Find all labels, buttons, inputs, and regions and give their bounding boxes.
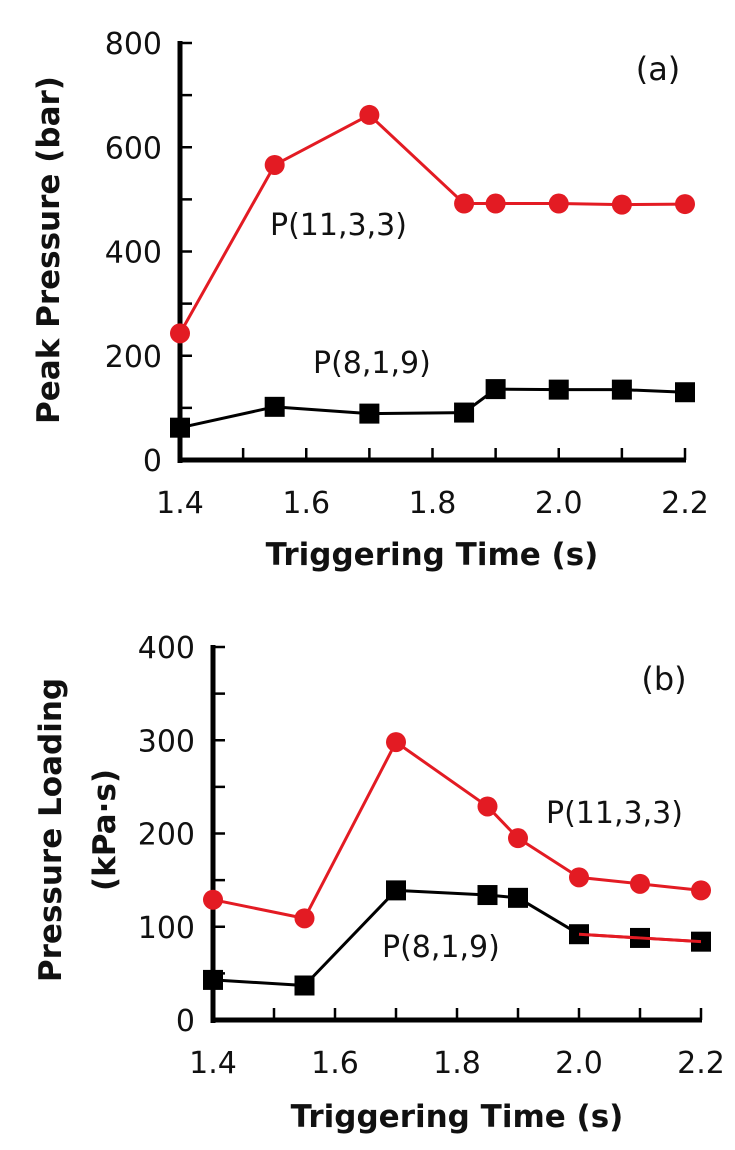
series-line-segment (303, 888, 398, 987)
x-tick-label: 1.8 (409, 486, 457, 521)
data-point-circle (691, 880, 711, 901)
series-line-segment (516, 836, 581, 879)
data-point-square (170, 417, 190, 438)
y-tick-label: 400 (138, 631, 195, 666)
data-point-square (454, 402, 475, 423)
y-tick-label: 300 (138, 724, 195, 759)
series-line-segment (394, 888, 489, 897)
data-point-circle (477, 796, 498, 817)
data-point-circle (485, 193, 506, 214)
data-point-circle (569, 867, 589, 888)
data-point-square (611, 379, 632, 400)
data-point-circle (359, 104, 380, 125)
x-tick-label: 1.8 (433, 1046, 481, 1081)
data-point-circle (170, 323, 190, 344)
x-tick-label: 1.4 (156, 486, 204, 521)
tick-labels-b: 0 100 200 300 400 1.4 1.6 1.8 2.0 2.2 (138, 631, 725, 1081)
tick-labels-a: 0 200 400 600 800 1.4 1.6 1.8 2.0 2.2 (105, 27, 709, 521)
series-line-segment (620, 388, 687, 394)
data-point-square (485, 379, 506, 400)
y-tick-label: 600 (105, 131, 162, 166)
data-point-square (477, 885, 498, 906)
data-point-square (508, 887, 528, 908)
series-p-8-1-9- (170, 379, 695, 438)
y-tick-label: 0 (143, 444, 162, 479)
series-line-segment (273, 405, 371, 416)
series-b (203, 732, 711, 996)
data-point-square (675, 382, 695, 403)
annotation-p11-3-3-a: P(11,3,3) (270, 208, 407, 243)
chart-panel-a: 0 200 400 600 800 1.4 1.6 1.8 2.0 2.2 Triggering … (31, 27, 709, 573)
y-tick-label: 400 (105, 236, 162, 271)
panel-label-a: (a) (636, 50, 681, 88)
series-line-segment (178, 163, 277, 335)
series-line-segment (638, 882, 703, 892)
axes-b (210, 645, 703, 1023)
series-line-segment (303, 740, 398, 920)
x-tick-label: 1.4 (189, 1046, 237, 1081)
y-tick-label: 800 (105, 27, 162, 62)
data-point-square (386, 880, 406, 901)
data-point-square (294, 975, 315, 996)
data-point-square (203, 969, 223, 990)
data-point-square (359, 403, 380, 424)
data-point-circle (548, 193, 569, 214)
series-line-segment (516, 896, 581, 936)
chart-panel-b: 0 100 200 300 400 1.4 1.6 1.8 2.0 2.2 Triggering … (33, 631, 725, 1135)
data-point-circle (508, 828, 528, 849)
series-line-segment (620, 202, 687, 207)
series-p-11-3-3- (203, 732, 711, 929)
series-line-segment (178, 405, 277, 430)
data-point-circle (611, 194, 632, 215)
x-tick-label: 2.0 (535, 486, 583, 521)
data-point-circle (386, 732, 406, 753)
data-point-square (264, 396, 285, 417)
axes-a (177, 41, 687, 463)
series-line-segment (367, 113, 466, 206)
series-line-segment (367, 411, 466, 416)
series-line-segment (211, 898, 306, 920)
x-axis-title-a: Triggering Time (s) (266, 537, 599, 573)
series-line-segment (557, 202, 624, 207)
series-p-11-3-3- (170, 104, 695, 344)
x-tick-label: 1.6 (282, 486, 330, 521)
y-tick-label: 200 (138, 818, 195, 853)
series-a (170, 104, 695, 438)
series-p-8-1-9- (203, 880, 711, 996)
y-axis-title-b-line2: (kPa·s) (87, 769, 123, 891)
series-line-overlay (578, 932, 641, 940)
y-tick-label: 100 (138, 911, 195, 946)
data-point-circle (630, 873, 650, 894)
series-line-overlay (639, 936, 702, 944)
annotation-p11-3-3-b: P(11,3,3) (546, 796, 683, 831)
y-tick-label: 0 (176, 1004, 195, 1039)
x-tick-label: 1.6 (311, 1046, 359, 1081)
data-point-circle (675, 194, 695, 215)
series-line-segment (211, 978, 306, 987)
data-point-circle (454, 193, 475, 214)
data-point-square (548, 379, 569, 400)
x-tick-label: 2.2 (661, 486, 709, 521)
x-axis-title-b: Triggering Time (s) (291, 1099, 624, 1135)
panel-label-b: (b) (641, 660, 686, 698)
series-line-segment (394, 740, 489, 808)
data-point-circle (294, 908, 315, 929)
annotation-p8-1-9-b: P(8,1,9) (382, 930, 500, 965)
x-tick-label: 2.2 (677, 1046, 725, 1081)
series-line-segment (577, 875, 642, 886)
series-line-segment (273, 113, 371, 167)
data-point-circle (203, 889, 223, 910)
annotation-p8-1-9-a: P(8,1,9) (313, 346, 431, 381)
y-axis-title-b-line1: Pressure Loading (33, 678, 69, 982)
y-axis-title-a: Peak Pressure (bar) (31, 76, 67, 424)
y-tick-label: 200 (105, 340, 162, 375)
series-line-segment (494, 387, 561, 392)
x-tick-label: 2.0 (555, 1046, 603, 1081)
data-point-circle (264, 154, 285, 175)
